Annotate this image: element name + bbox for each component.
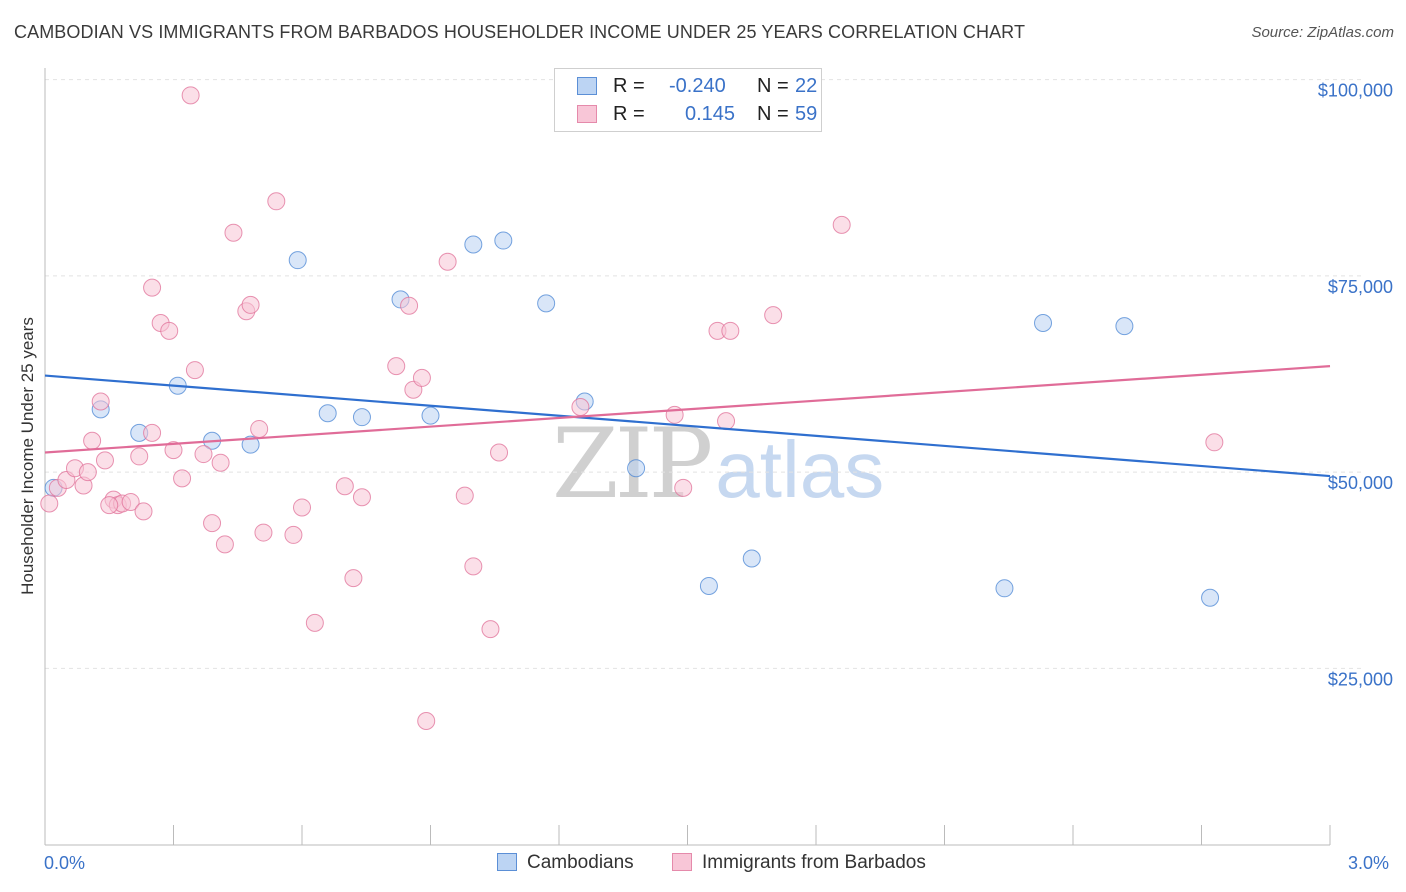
stats-legend: R = -0.240 N = 22 R = 0.145 N = 59: [554, 68, 822, 132]
point-cambodians: [1115, 317, 1134, 336]
point-barbados: [241, 295, 260, 314]
point-cambodians: [1034, 313, 1053, 332]
point-barbados: [121, 492, 140, 511]
legend-r-value: 0.145: [685, 103, 736, 125]
legend-swatch-cambodians: [497, 853, 517, 871]
point-barbados: [143, 278, 162, 297]
legend-swatch-barbados: [577, 105, 597, 123]
point-cambodians: [742, 549, 761, 568]
point-cambodians: [241, 435, 260, 454]
point-barbados: [417, 711, 436, 730]
point-barbados: [78, 463, 97, 482]
point-cambodians: [464, 235, 483, 254]
point-barbados: [352, 488, 371, 507]
series-legend: Cambodians Immigrants from Barbados: [0, 852, 1406, 878]
chart-title: CAMBODIAN VS IMMIGRANTS FROM BARBADOS HO…: [14, 22, 1026, 42]
point-barbados: [674, 478, 693, 497]
point-barbados: [438, 252, 457, 271]
x-tick-max: 3.0%: [1348, 853, 1390, 873]
legend-r-value: -0.240: [669, 75, 726, 97]
point-barbados: [344, 569, 363, 588]
point-barbados: [400, 296, 419, 315]
point-barbados: [160, 321, 179, 340]
point-barbados: [95, 451, 114, 470]
point-cambodians: [494, 231, 513, 250]
point-barbados: [387, 357, 406, 376]
point-barbados: [250, 419, 269, 438]
point-barbados: [455, 486, 474, 505]
point-barbados: [832, 215, 851, 234]
point-barbados: [571, 397, 590, 416]
legend-r-label: R =: [613, 103, 645, 125]
point-cambodians: [1201, 588, 1220, 607]
y-tick-label: $100,000: [1318, 81, 1393, 101]
point-barbados: [134, 502, 153, 521]
legend-r-label: R =: [613, 75, 645, 97]
legend-label-barbados: Immigrants from Barbados: [702, 852, 926, 873]
y-tick-label: $25,000: [1328, 669, 1393, 689]
point-barbados: [203, 514, 222, 533]
point-cambodians: [352, 408, 371, 427]
source-label: Source: ZipAtlas.com: [1251, 24, 1394, 41]
point-barbados: [412, 368, 431, 387]
point-cambodians: [537, 294, 556, 313]
point-barbados: [490, 443, 509, 462]
point-cambodians: [288, 251, 307, 270]
point-cambodians: [318, 404, 337, 423]
y-tick-label: $75,000: [1328, 277, 1393, 297]
y-tick-label: $50,000: [1328, 473, 1393, 493]
point-barbados: [481, 620, 500, 639]
point-cambodians: [995, 579, 1014, 598]
legend-item-barbados[interactable]: Immigrants from Barbados: [672, 852, 926, 874]
legend-n-label: N =: [757, 103, 789, 125]
point-barbados: [1205, 433, 1224, 452]
point-barbados: [293, 498, 311, 517]
point-barbados: [305, 613, 324, 632]
point-barbados: [100, 496, 119, 515]
point-barbados: [211, 453, 230, 472]
legend-n-value: 59: [795, 103, 818, 125]
point-barbados: [464, 557, 483, 576]
point-barbados: [185, 361, 204, 380]
y-axis-label: Householder Income Under 25 years: [18, 317, 37, 595]
point-barbados: [335, 477, 354, 496]
legend-item-cambodians[interactable]: Cambodians: [497, 852, 634, 874]
point-barbados: [284, 525, 303, 544]
point-barbados: [91, 392, 110, 411]
point-barbados: [181, 86, 200, 105]
point-barbados: [40, 494, 59, 513]
point-barbados: [83, 431, 102, 450]
point-cambodians: [699, 576, 718, 595]
trendline-barbados: [44, 365, 1331, 454]
legend-label-cambodians: Cambodians: [527, 852, 634, 873]
point-cambodians: [627, 459, 646, 478]
point-barbados: [164, 441, 183, 460]
point-barbados: [173, 469, 192, 488]
point-barbados: [721, 321, 740, 340]
legend-n-value: 22: [795, 75, 818, 97]
x-tick-min: 0.0%: [44, 853, 86, 873]
point-barbados: [143, 423, 162, 442]
point-barbados: [717, 412, 736, 431]
point-barbados: [764, 306, 783, 325]
point-barbados: [215, 535, 234, 554]
point-cambodians: [421, 406, 440, 425]
point-barbados: [267, 192, 286, 211]
legend-n-label: N =: [757, 75, 789, 97]
legend-swatch-barbados: [672, 853, 692, 871]
point-barbados: [130, 447, 149, 466]
point-barbados: [224, 223, 243, 242]
trendline-cambodians: [44, 374, 1331, 478]
legend-swatch-cambodians: [577, 77, 597, 95]
point-barbados: [194, 445, 213, 464]
point-barbados: [254, 523, 273, 542]
